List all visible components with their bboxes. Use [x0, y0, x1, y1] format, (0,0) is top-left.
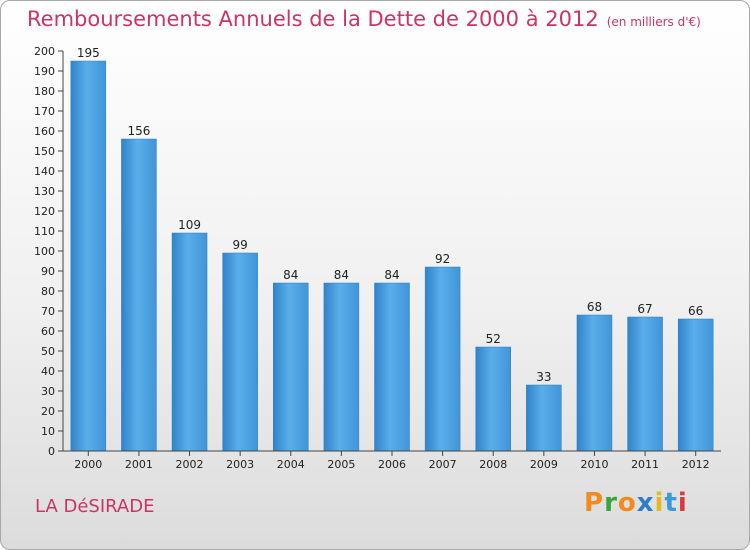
y-tick-label: 20 [41, 405, 55, 418]
y-tick-label: 50 [41, 345, 55, 358]
commune-name: LA DéSIRADE [35, 496, 155, 517]
y-tick-label: 90 [41, 265, 55, 278]
bar-2006 [374, 282, 410, 452]
y-tick-label: 200 [34, 45, 55, 58]
y-tick-label: 190 [34, 65, 55, 78]
bar-2002 [171, 232, 208, 452]
proxiti-logo: Proxiti [584, 488, 688, 518]
x-tick-label: 2012 [682, 458, 710, 471]
y-tick-label: 40 [41, 365, 55, 378]
logo-letter: x [636, 488, 655, 518]
bar-value-label: 84 [384, 268, 399, 282]
bar-value-label: 67 [637, 302, 652, 316]
y-tick-label: 120 [34, 205, 55, 218]
x-tick-label: 2001 [125, 458, 153, 471]
bar-2009 [526, 384, 562, 452]
y-tick-label: 10 [41, 425, 55, 438]
y-tick-label: 180 [34, 85, 55, 98]
x-tick-label: 2011 [631, 458, 659, 471]
logo-letter: i [654, 488, 665, 518]
y-axis: 0 10 20 30 40 50 60 70 80 90 100 110 120 130 140 150 160… [34, 45, 64, 458]
bar-value-label: 52 [486, 332, 501, 346]
bar-value-label: 84 [283, 268, 298, 282]
logo-letter: o [617, 488, 637, 518]
x-tick-label: 2006 [378, 458, 406, 471]
y-tick-label: 110 [34, 225, 55, 238]
bar-2005 [323, 282, 360, 452]
y-tick-label: 140 [34, 165, 55, 178]
bar-2000 [70, 60, 107, 452]
x-tick-label: 2008 [479, 458, 507, 471]
y-tick-label: 150 [34, 145, 55, 158]
bar-2010 [576, 314, 613, 452]
bar-value-label: 84 [334, 268, 349, 282]
bar-2008 [475, 346, 511, 452]
x-tick-label: 2002 [176, 458, 204, 471]
y-tick-label: 70 [41, 305, 55, 318]
y-tick-label: 60 [41, 325, 55, 338]
x-tick-label: 2003 [226, 458, 254, 471]
x-tick-label: 2009 [530, 458, 558, 471]
bars: 195 156 109 99 84 84 84 92 52 33 68 67 66 [70, 46, 714, 452]
bar-value-label: 109 [178, 218, 201, 232]
chart-title-text: Remboursements Annuels de la Dette de 20… [27, 7, 599, 31]
x-tick-label: 2010 [580, 458, 608, 471]
x-tick-label: 2007 [429, 458, 457, 471]
bar-2004 [273, 282, 309, 452]
x-tick-label: 2000 [74, 458, 102, 471]
logo-letter: r [604, 488, 618, 518]
bar-2007 [424, 266, 461, 452]
y-tick-label: 80 [41, 285, 55, 298]
bar-2012 [677, 318, 714, 452]
bar-value-label: 33 [536, 370, 551, 384]
y-tick-label: 160 [34, 125, 55, 138]
logo-letter: i [677, 488, 688, 518]
x-tick-label: 2005 [327, 458, 355, 471]
bar-value-label: 66 [688, 304, 703, 318]
y-tick-label: 130 [34, 185, 55, 198]
bar-value-label: 195 [77, 46, 100, 60]
y-tick-label: 100 [34, 245, 55, 258]
x-tick-label: 2004 [277, 458, 305, 471]
logo-letter: P [584, 488, 605, 518]
bar-2003 [222, 252, 258, 452]
bar-2001 [121, 138, 157, 452]
chart-unit: (en milliers d'€) [606, 15, 701, 29]
bar-value-label: 99 [233, 238, 248, 252]
chart-title: Remboursements Annuels de la Dette de 20… [27, 7, 701, 31]
y-tick-label: 170 [34, 105, 55, 118]
logo-letter: t [664, 488, 678, 518]
y-tick-label: 30 [41, 385, 55, 398]
bar-value-label: 156 [127, 124, 150, 138]
bar-2011 [627, 316, 663, 452]
y-tick-label: 0 [48, 445, 55, 458]
bar-value-label: 68 [587, 300, 602, 314]
x-axis: 2000 2001 2002 2003 2004 2005 2006 2007 2008 2009… [63, 450, 721, 471]
bar-value-label: 92 [435, 252, 450, 266]
